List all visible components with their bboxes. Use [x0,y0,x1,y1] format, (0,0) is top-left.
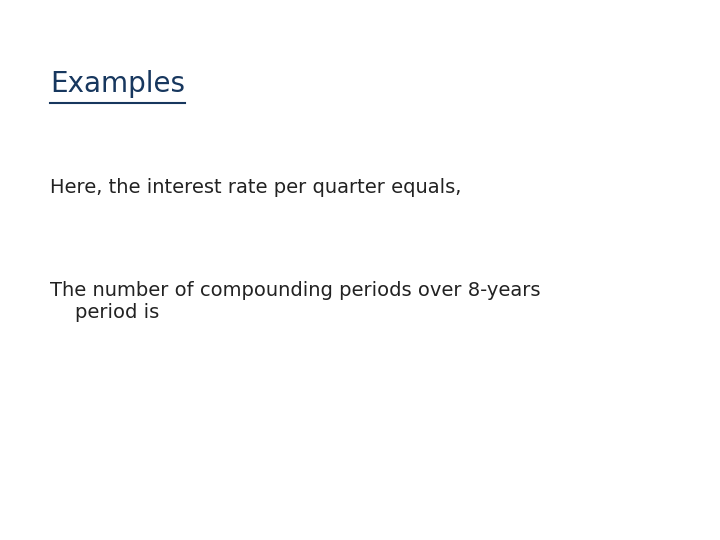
Text: The number of compounding periods over 8-years
    period is: The number of compounding periods over 8… [50,281,541,322]
Text: Examples: Examples [50,70,186,98]
Text: Here, the interest rate per quarter equals,: Here, the interest rate per quarter equa… [50,178,462,197]
